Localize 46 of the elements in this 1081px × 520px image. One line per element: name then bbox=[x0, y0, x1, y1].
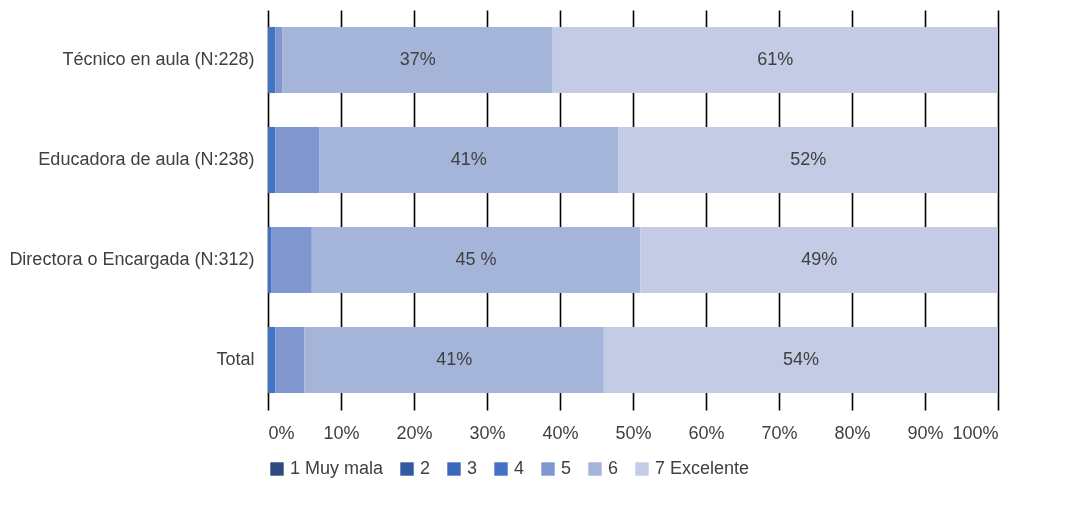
y-tick-label: Educadora de aula (N:238) bbox=[38, 149, 255, 169]
x-tick-label: 90% bbox=[907, 422, 944, 443]
legend-label: 6 bbox=[608, 458, 619, 478]
y-tick-label: Directora o Encargada (N:312) bbox=[9, 249, 255, 269]
bar bbox=[271, 227, 312, 293]
bar bbox=[304, 327, 604, 393]
x-tick-label: 60% bbox=[688, 422, 725, 443]
legend-label: 3 bbox=[467, 458, 478, 478]
data-label: 41% bbox=[450, 149, 487, 169]
x-tick-label: 100% bbox=[952, 422, 999, 443]
legend-label: 7 Excelente bbox=[655, 458, 750, 478]
bar bbox=[552, 27, 998, 93]
data-label: 41% bbox=[436, 349, 473, 369]
x-tick-label: 30% bbox=[469, 422, 506, 443]
bar bbox=[275, 127, 320, 193]
bar bbox=[640, 227, 998, 293]
legend-label: 2 bbox=[420, 458, 431, 478]
data-label: 45 % bbox=[455, 249, 497, 269]
x-tick-label: 20% bbox=[396, 422, 433, 443]
x-tick-label: 0% bbox=[268, 422, 295, 443]
bar bbox=[603, 327, 998, 393]
x-tick-label: 80% bbox=[834, 422, 871, 443]
bar bbox=[268, 27, 276, 93]
bar bbox=[268, 327, 276, 393]
bar bbox=[275, 327, 305, 393]
data-label: 49% bbox=[801, 249, 838, 269]
bar bbox=[268, 127, 276, 193]
x-tick-label: 70% bbox=[761, 422, 798, 443]
bar bbox=[275, 27, 283, 93]
x-tick-label: 50% bbox=[615, 422, 652, 443]
y-tick-label: Total bbox=[216, 349, 255, 369]
data-label: 52% bbox=[790, 149, 827, 169]
data-label: 61% bbox=[757, 49, 794, 69]
legend-label: 5 bbox=[561, 458, 572, 478]
legend-label: 1 Muy mala bbox=[290, 458, 385, 478]
x-tick-label: 40% bbox=[542, 422, 579, 443]
data-label: 37% bbox=[399, 49, 436, 69]
bar bbox=[268, 227, 272, 293]
legend-label: 4 bbox=[514, 458, 525, 478]
bar bbox=[319, 127, 619, 193]
bar bbox=[311, 227, 641, 293]
bar bbox=[282, 27, 553, 93]
y-tick-label: Técnico en aula (N:228) bbox=[62, 49, 255, 69]
bar bbox=[618, 127, 998, 193]
data-label: 54% bbox=[782, 349, 819, 369]
x-tick-label: 10% bbox=[323, 422, 360, 443]
